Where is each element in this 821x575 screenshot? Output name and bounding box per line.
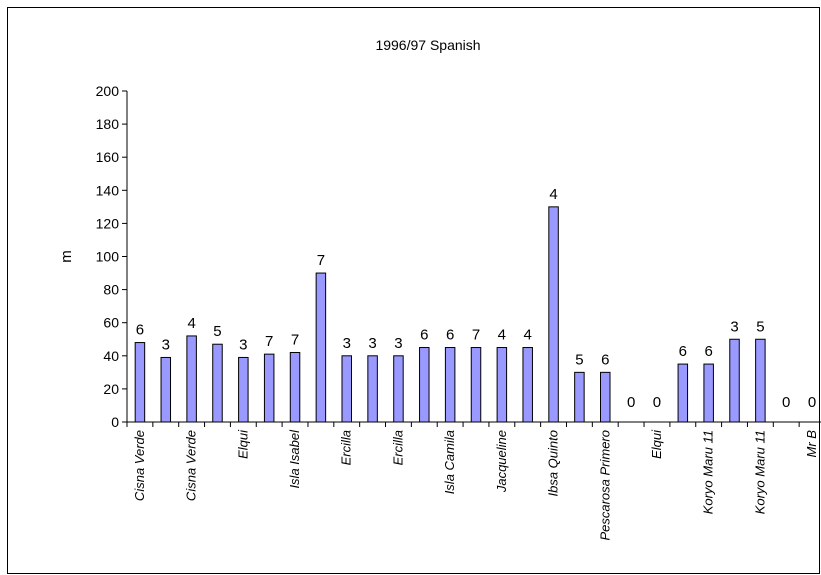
data-label: 5 (575, 351, 583, 368)
data-label: 3 (162, 336, 170, 353)
data-label: 3 (368, 335, 376, 352)
y-tick-label: 200 (96, 83, 120, 99)
data-label: 0 (782, 394, 790, 411)
category-label: Cisna Verde (132, 430, 147, 501)
category-label: Isla Camila (442, 430, 457, 494)
data-label: 7 (317, 252, 325, 269)
y-tick-label: 0 (111, 414, 119, 430)
bar (548, 206, 559, 423)
chart-title: 1996/97 Spanish (375, 37, 480, 53)
bar (134, 342, 146, 423)
y-tick-label: 100 (96, 249, 120, 265)
data-label: 6 (420, 327, 428, 344)
data-label: 6 (136, 322, 144, 339)
bar (289, 351, 301, 423)
bar (315, 272, 327, 423)
chart-frame (7, 7, 820, 574)
bar (729, 338, 740, 423)
y-axis-title: m (58, 250, 75, 263)
data-label: 0 (627, 394, 635, 411)
category-label: Mr B (804, 430, 819, 458)
data-label: 4 (187, 315, 195, 332)
category-label: Isla Isabel (287, 429, 302, 489)
y-tick-label: 20 (103, 381, 119, 397)
x-axis (126, 421, 821, 427)
category-label: Koryo Maru 11 (752, 430, 767, 514)
data-label: 4 (524, 327, 532, 344)
bar (522, 347, 533, 423)
y-tick-label: 180 (96, 116, 120, 132)
data-label: 0 (808, 394, 816, 411)
bar (341, 355, 352, 423)
bars-group (134, 206, 766, 423)
bar (212, 343, 223, 423)
y-tick-label: 60 (103, 315, 119, 331)
data-label: 6 (446, 327, 454, 344)
data-label: 5 (756, 318, 764, 335)
bar (444, 347, 456, 423)
bar (367, 355, 378, 423)
category-label: Ibsa Quinto (546, 430, 561, 497)
data-label: 3 (730, 318, 738, 335)
y-tick-label: 40 (103, 348, 119, 364)
bar (600, 371, 611, 423)
data-label: 3 (343, 335, 351, 352)
category-label: Ercilla (390, 430, 405, 465)
bar (419, 347, 430, 423)
data-label: 4 (549, 186, 557, 203)
y-tick-label: 140 (96, 182, 120, 198)
bar (496, 347, 508, 423)
data-label: 6 (704, 343, 712, 360)
bar (677, 363, 689, 423)
bar (160, 356, 172, 423)
category-label: Elqui (649, 429, 664, 459)
data-label: 7 (265, 333, 273, 350)
category-label: Pescarosa Primero (597, 430, 612, 541)
bar (755, 338, 766, 423)
data-labels-group: 634 53 7 773 3 3 6 6 7 4 445 60 06 63 50 0 (136, 186, 816, 411)
bar (186, 335, 197, 423)
data-label: 7 (472, 327, 480, 344)
data-label: 6 (679, 343, 687, 360)
bar (703, 363, 714, 423)
bar (393, 355, 404, 423)
category-label: Elqui (235, 429, 250, 459)
bar (238, 356, 249, 423)
data-label: 4 (498, 327, 506, 344)
category-labels-group: Cisna Verde Cisna Verde Elqui Isla Isabel Er… (132, 429, 819, 541)
category-label: Ercilla (339, 430, 354, 465)
category-label: Koryo Maru 11 (701, 430, 716, 514)
category-label: Jacqueline (494, 430, 509, 493)
bar (263, 353, 275, 423)
data-label: 7 (291, 331, 299, 348)
bar (470, 347, 482, 423)
data-label: 3 (239, 336, 247, 353)
y-tick-label: 160 (96, 149, 120, 165)
data-label: 0 (653, 394, 661, 411)
data-label: 3 (394, 335, 402, 352)
y-axis: 0 20 40 60 80 100 120 140 160 180 200 (96, 83, 128, 430)
data-label: 5 (213, 323, 221, 340)
data-label: 6 (601, 351, 609, 368)
y-tick-label: 80 (103, 282, 119, 298)
y-tick-label: 120 (96, 215, 120, 231)
category-label: Cisna Verde (184, 430, 199, 501)
bar (574, 371, 585, 423)
